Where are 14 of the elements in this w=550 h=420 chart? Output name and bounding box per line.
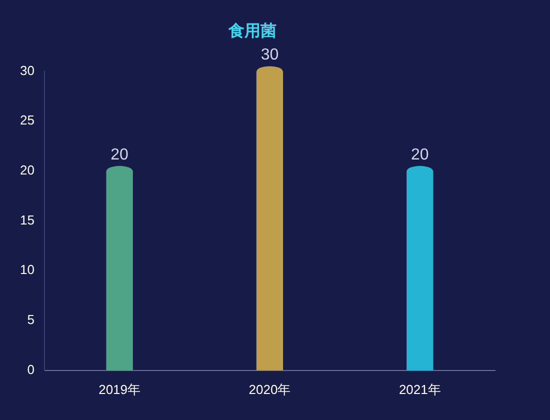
y-tick-label: 5 (27, 312, 34, 328)
x-tick-label: 2020年 (248, 382, 291, 397)
y-tick-label: 10 (20, 262, 34, 278)
data-label: 30 (260, 46, 279, 64)
x-tick-label: 2021年 (398, 382, 441, 397)
y-tick-label: 25 (20, 112, 34, 128)
y-tick-label: 0 (27, 362, 34, 377)
x-tick-label: 2019年 (98, 382, 141, 397)
y-tick-label: 15 (20, 212, 34, 228)
data-label: 20 (110, 146, 129, 164)
y-tick-label: 20 (20, 162, 34, 178)
chart-title: 食用菌 (228, 22, 276, 40)
data-label: 20 (411, 146, 429, 164)
y-tick-label: 30 (20, 62, 34, 78)
